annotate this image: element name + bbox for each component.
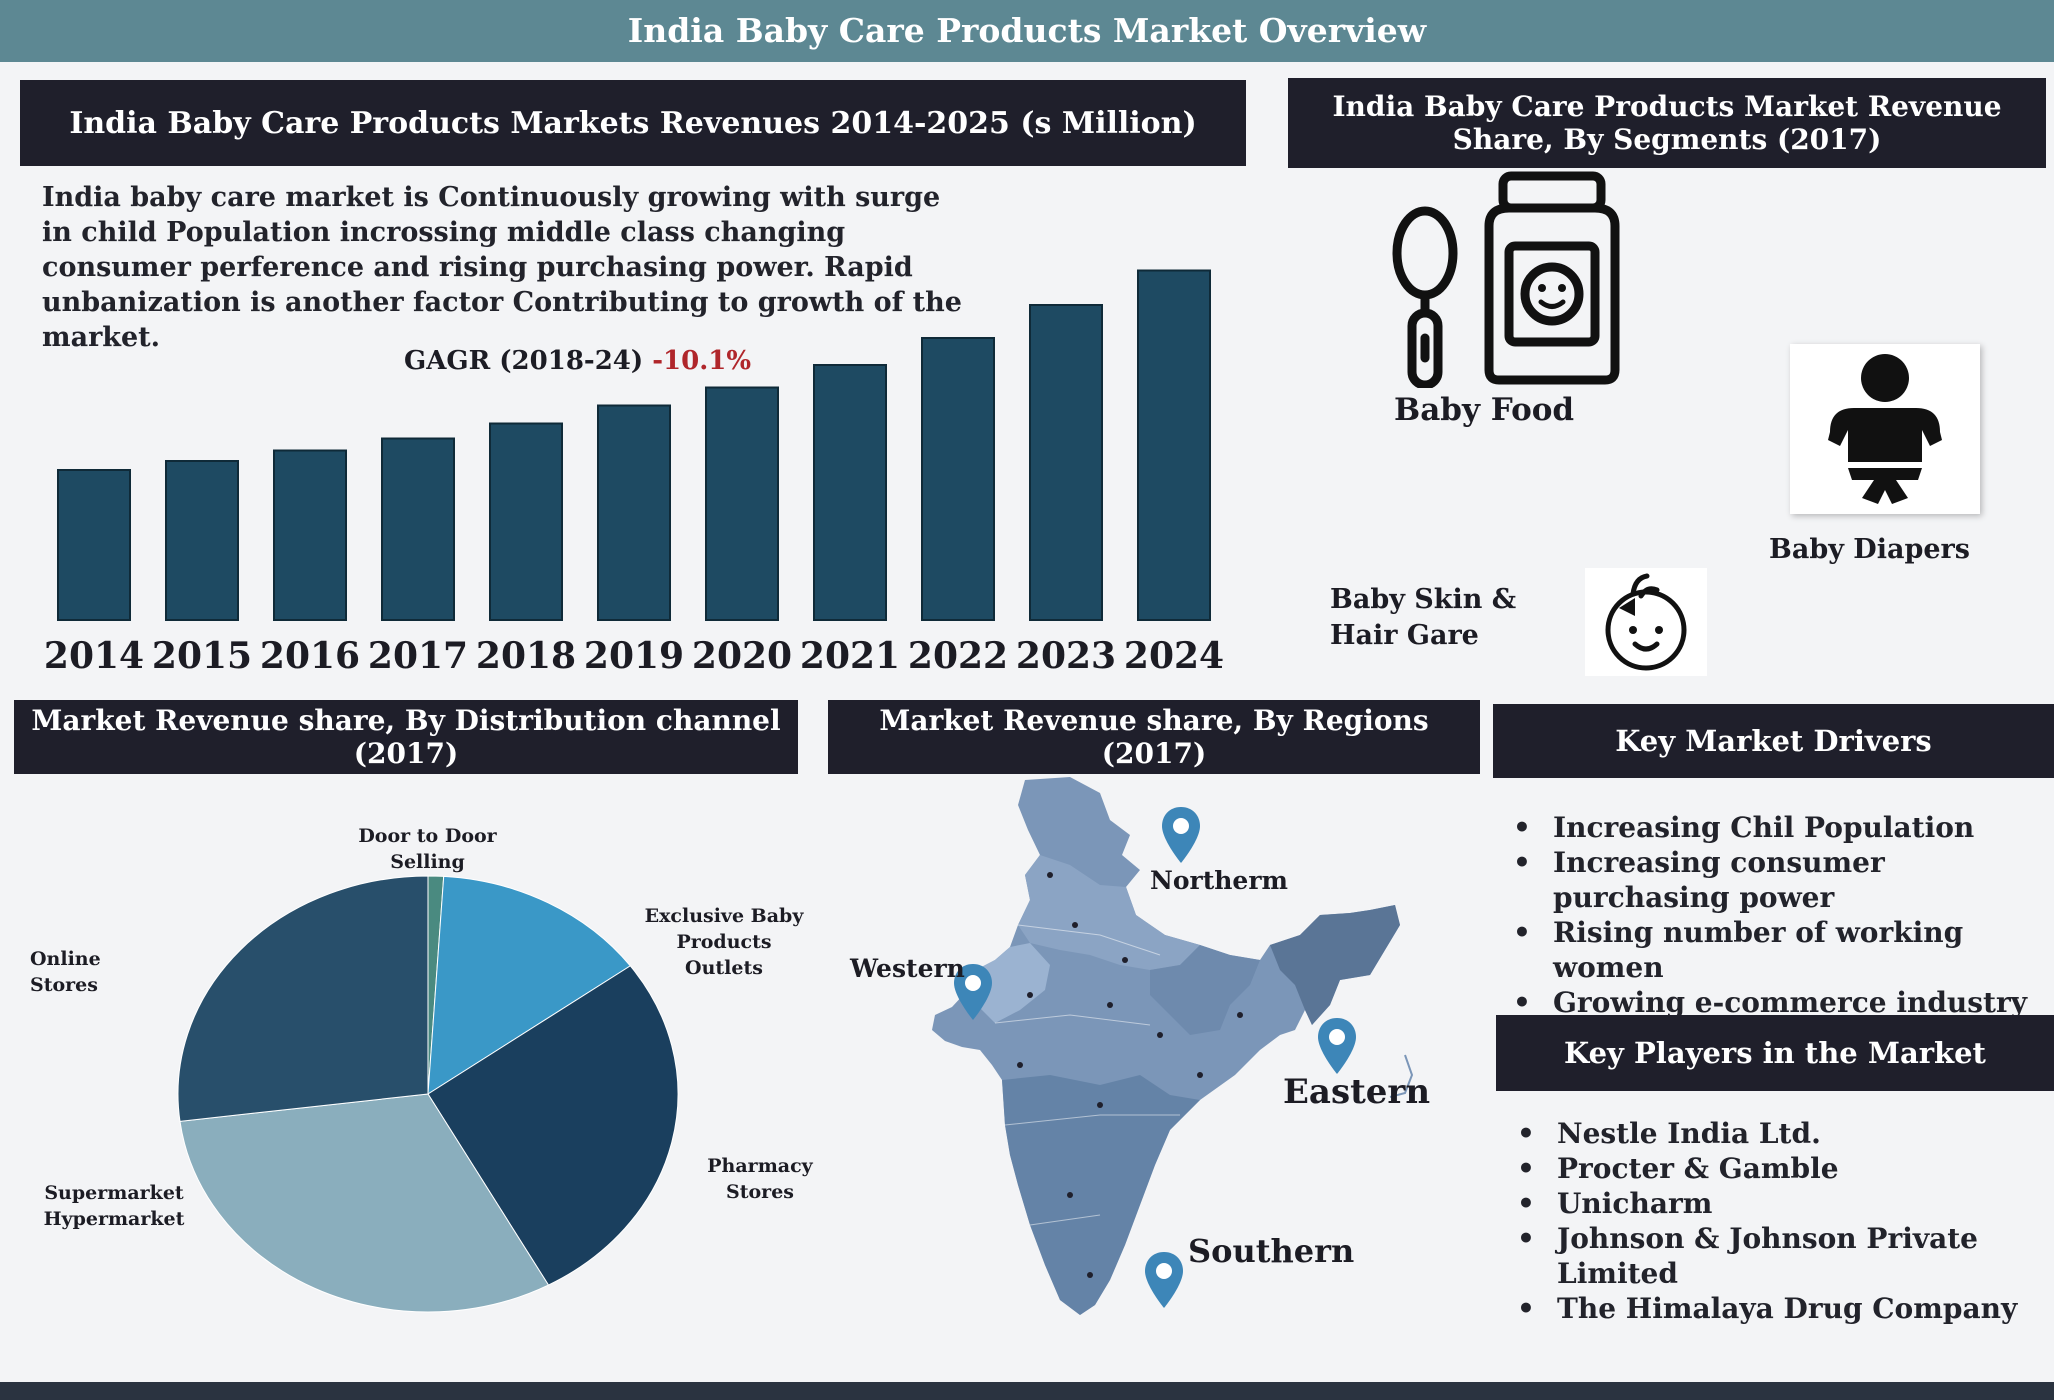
x-tick-label: 2021 [800,635,900,677]
players-heading: Key Players in the Market [1496,1015,2054,1091]
pie-label-pharmacy: Pharmacy Stores [707,1155,813,1203]
player-item: Johnson & Johnson Private Limited [1517,1221,2054,1291]
baby-face-icon-box [1585,568,1707,676]
x-tick-label: 2024 [1124,635,1224,677]
cagr-value: -10.1% [652,346,752,376]
x-tick-label: 2020 [692,635,792,677]
map-pin-icon-northern [1162,807,1200,863]
regions-heading: Market Revenue share, By Regions (2017) [828,700,1480,774]
driver-item: Growing e-commerce industry [1513,985,2033,1020]
revenue-chart-heading: India Baby Care Products Markets Revenue… [20,80,1246,166]
baby-diaper-icon-box [1790,344,1980,514]
bar-2021 [813,364,887,621]
player-item: The Himalaya Drug Company [1517,1291,2054,1326]
pie-slice-exclusive-baby-products-outlets [427,875,632,1095]
bar-2024 [1137,269,1211,621]
bar-2020 [705,386,779,621]
pie-label-supermarket: Supermarket Hypermarket [43,1182,185,1230]
distribution-pie-chart [177,875,679,1313]
market-description: India baby care market is Continuously g… [42,182,962,353]
bar-2022 [921,337,995,621]
distribution-heading: Market Revenue share, By Distribution ch… [14,700,798,774]
driver-item: Increasing Chil Population [1513,810,2033,845]
region-label-northern: Northerm [1150,866,1288,895]
segment-label-baby-food: Baby Food [1394,392,1575,428]
pie-slice-online-stores [177,875,429,1122]
revenue-bar-chart: 2014 2015 2016 2017 2018 2019 2020 2021 2022 2023… [44,269,1224,677]
baby-face-icon [1605,573,1687,671]
x-tick-label: 2019 [584,635,684,677]
x-tick-label: 2022 [908,635,1008,677]
drivers-list: Increasing Chil Population Increasing co… [1513,810,2033,1020]
region-label-eastern: Eastern [1283,1072,1431,1112]
bar-2018 [489,422,563,621]
pie-slice-pharmacy-stores [427,965,679,1286]
pie-label-door-to-door: Door to Door Selling [358,825,497,873]
players-list: Nestle India Ltd. Procter & Gamble Unich… [1517,1116,2054,1326]
player-item: Nestle India Ltd. [1517,1116,2054,1151]
pie-label-online-stores: Online Stores [30,948,101,996]
x-tick-label: 2015 [152,635,252,677]
bar-2016 [273,449,347,621]
drivers-heading: Key Market Drivers [1493,704,2054,778]
bar-2014 [57,469,131,621]
footer-bar [0,1382,2054,1400]
baby-diaper-icon [1828,354,1942,504]
region-label-western: Western [850,954,965,983]
page-title: India Baby Care Products Market Overview [0,0,2054,62]
segment-label-baby-diapers: Baby Diapers [1769,534,1970,565]
driver-item: Increasing consumer purchasing power [1513,845,2033,915]
x-tick-label: 2014 [44,635,144,677]
bar-2023 [1029,304,1103,621]
cagr-label: GAGR (2018-24) -10.1% [404,346,751,376]
x-tick-label: 2016 [260,635,360,677]
baby-food-jar-icon [1392,171,1620,388]
map-pin-icon-eastern [1318,1018,1356,1074]
india-map [932,777,1414,1315]
driver-item: Rising number of working women [1513,915,2033,985]
x-tick-label: 2017 [368,635,468,677]
x-tick-label: 2018 [476,635,576,677]
bar-2017 [381,437,455,621]
region-label-southern: Southern [1188,1232,1355,1270]
map-pin-icon-western [954,964,992,1020]
pie-slice-supermarket-hypermarket [179,1093,550,1313]
segment-label-baby-skin-hair: Baby Skin & Hair Gare [1330,584,1517,651]
segments-heading: India Baby Care Products Market Revenue … [1288,78,2046,168]
pie-label-exclusive-outlets: Exclusive Baby Products Outlets [644,905,804,979]
x-tick-label: 2023 [1016,635,1116,677]
player-item: Procter & Gamble [1517,1151,2054,1186]
map-pin-icon-southern [1145,1252,1183,1308]
player-item: Unicharm [1517,1186,2054,1221]
bar-2015 [165,460,239,621]
cagr-text: GAGR (2018-24) [404,346,644,376]
bar-2019 [597,404,671,621]
